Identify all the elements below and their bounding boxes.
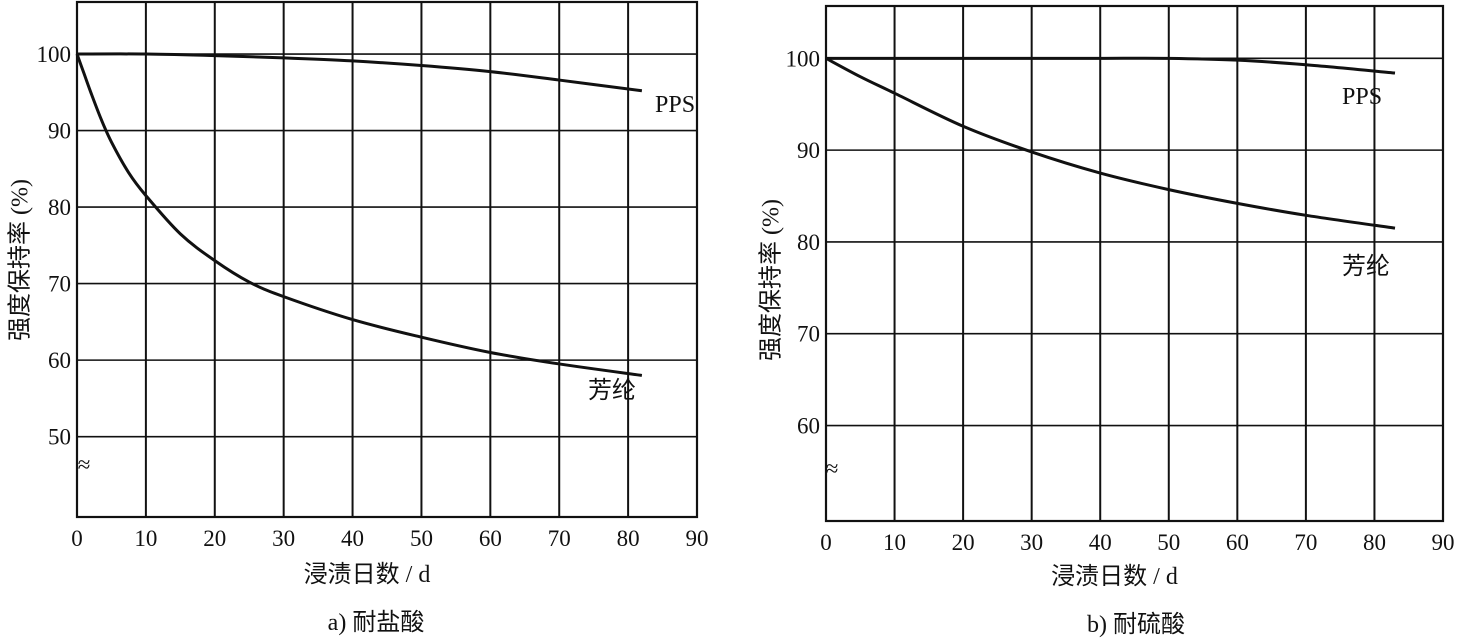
y-tick-label: 50 (48, 425, 71, 450)
x-tick-label: 10 (883, 530, 906, 555)
x-tick-label: 30 (272, 526, 295, 551)
series-line-aramid (75, 53, 643, 377)
y-tick-label: 70 (797, 322, 820, 347)
x-tick-label: 70 (548, 526, 571, 551)
x-tick-label: 50 (410, 526, 433, 551)
x-tick-label: 0 (820, 530, 832, 555)
x-tick-label: 60 (479, 526, 502, 551)
x-tick-label: 0 (71, 526, 83, 551)
series-label: PPS (655, 92, 695, 118)
chart-caption: b) 耐硫酸 (1087, 611, 1185, 638)
axis-break-mark: ≈ (78, 452, 91, 477)
y-tick-label: 90 (48, 119, 71, 144)
series-label: 芳纶 (1342, 253, 1390, 280)
x-tick-label: 50 (1157, 530, 1180, 555)
chart-caption: a) 耐盐酸 (328, 609, 425, 636)
x-tick-label: 60 (1226, 530, 1249, 555)
x-tick-label: 90 (686, 526, 709, 551)
x-tick-label: 80 (1363, 530, 1386, 555)
x-axis-label: 浸渍日数 / d (304, 561, 431, 588)
y-tick-label: 80 (48, 195, 71, 220)
y-tick-label: 100 (37, 42, 72, 67)
y-tick-label: 80 (797, 230, 820, 255)
x-axis-label: 浸渍日数 / d (1051, 563, 1178, 590)
series-line-pps (825, 56, 1396, 75)
y-tick-label: 60 (48, 348, 71, 373)
x-tick-label: 40 (1089, 530, 1112, 555)
axis-break-mark: ≈ (826, 456, 839, 481)
plot-frame (75, 0, 699, 519)
series-label: 芳纶 (588, 377, 636, 404)
x-tick-label: 30 (1020, 530, 1043, 555)
y-tick-label: 90 (797, 138, 820, 163)
series-line-pps (76, 52, 643, 93)
y-tick-label: 60 (797, 414, 820, 439)
x-tick-label: 40 (341, 526, 364, 551)
x-tick-label: 20 (203, 526, 226, 551)
series-line-aramid (825, 57, 1396, 230)
chart-panel-1: 0 10 20 30 40 50 60 70 80 90 100 90 80 70 60 50 ≈ PPS 芳纶浸渍… (7, 0, 709, 636)
x-tick-label: 10 (134, 526, 157, 551)
x-tick-label: 80 (617, 526, 640, 551)
chart-panel-2: 0 10 20 30 40 50 60 70 80 9010090807060≈PPS芳纶浸渍日数… (758, 4, 1455, 638)
y-axis-label: 强度保持率 (%) (758, 199, 785, 361)
x-tick-label: 70 (1294, 530, 1317, 555)
y-tick-label: 100 (786, 46, 821, 71)
y-tick-label: 70 (48, 272, 71, 297)
x-tick-label: 20 (952, 530, 975, 555)
plot-frame (824, 4, 1445, 523)
x-tick-label: 90 (1432, 530, 1455, 555)
y-axis-label: 强度保持率 (%) (7, 179, 34, 341)
series-label: PPS (1342, 84, 1382, 110)
